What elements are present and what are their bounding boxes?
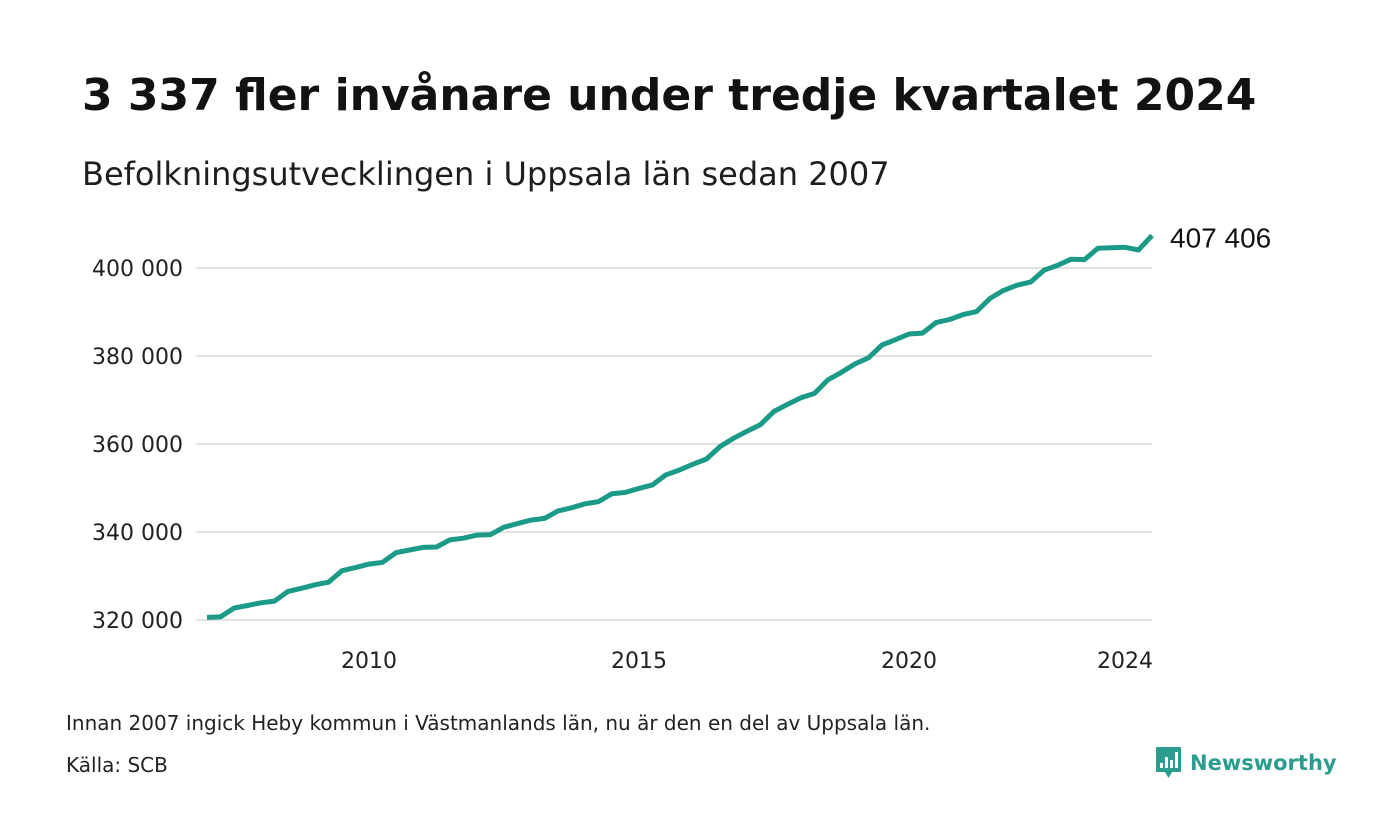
chart-subtitle: Befolkningsutvecklingen i Uppsala län se… bbox=[82, 155, 890, 193]
y-tick-label: 320 000 bbox=[92, 609, 183, 634]
x-axis-ticks: 2010 2015 2020 2024 bbox=[341, 649, 1153, 674]
y-tick-label: 340 000 bbox=[92, 521, 183, 546]
brand-logo: Newsworthy bbox=[1155, 746, 1337, 780]
y-axis-ticks: 320 000 340 000 360 000 380 000 400 000 bbox=[92, 257, 183, 634]
brand-name: Newsworthy bbox=[1190, 751, 1337, 775]
x-tick-label: 2024 bbox=[1097, 649, 1153, 674]
y-tick-label: 400 000 bbox=[92, 257, 183, 282]
line-chart: 320 000 340 000 360 000 380 000 400 000 2010… bbox=[92, 222, 1271, 674]
end-value-label: 407 406 bbox=[1170, 222, 1271, 253]
newsworthy-logo-icon bbox=[1156, 747, 1181, 778]
x-tick-label: 2015 bbox=[611, 649, 667, 674]
x-tick-label: 2020 bbox=[881, 649, 937, 674]
y-tick-label: 380 000 bbox=[92, 345, 183, 370]
population-line bbox=[206, 233, 1154, 620]
chart-title: 3 337 fler invånare under tredje kvartal… bbox=[82, 70, 1257, 121]
y-tick-label: 360 000 bbox=[92, 433, 183, 458]
source-note: Källa: SCB bbox=[66, 753, 168, 777]
x-tick-label: 2010 bbox=[341, 649, 397, 674]
footnote: Innan 2007 ingick Heby kommun i Västmanl… bbox=[66, 711, 931, 735]
grid-lines bbox=[196, 267, 1152, 621]
